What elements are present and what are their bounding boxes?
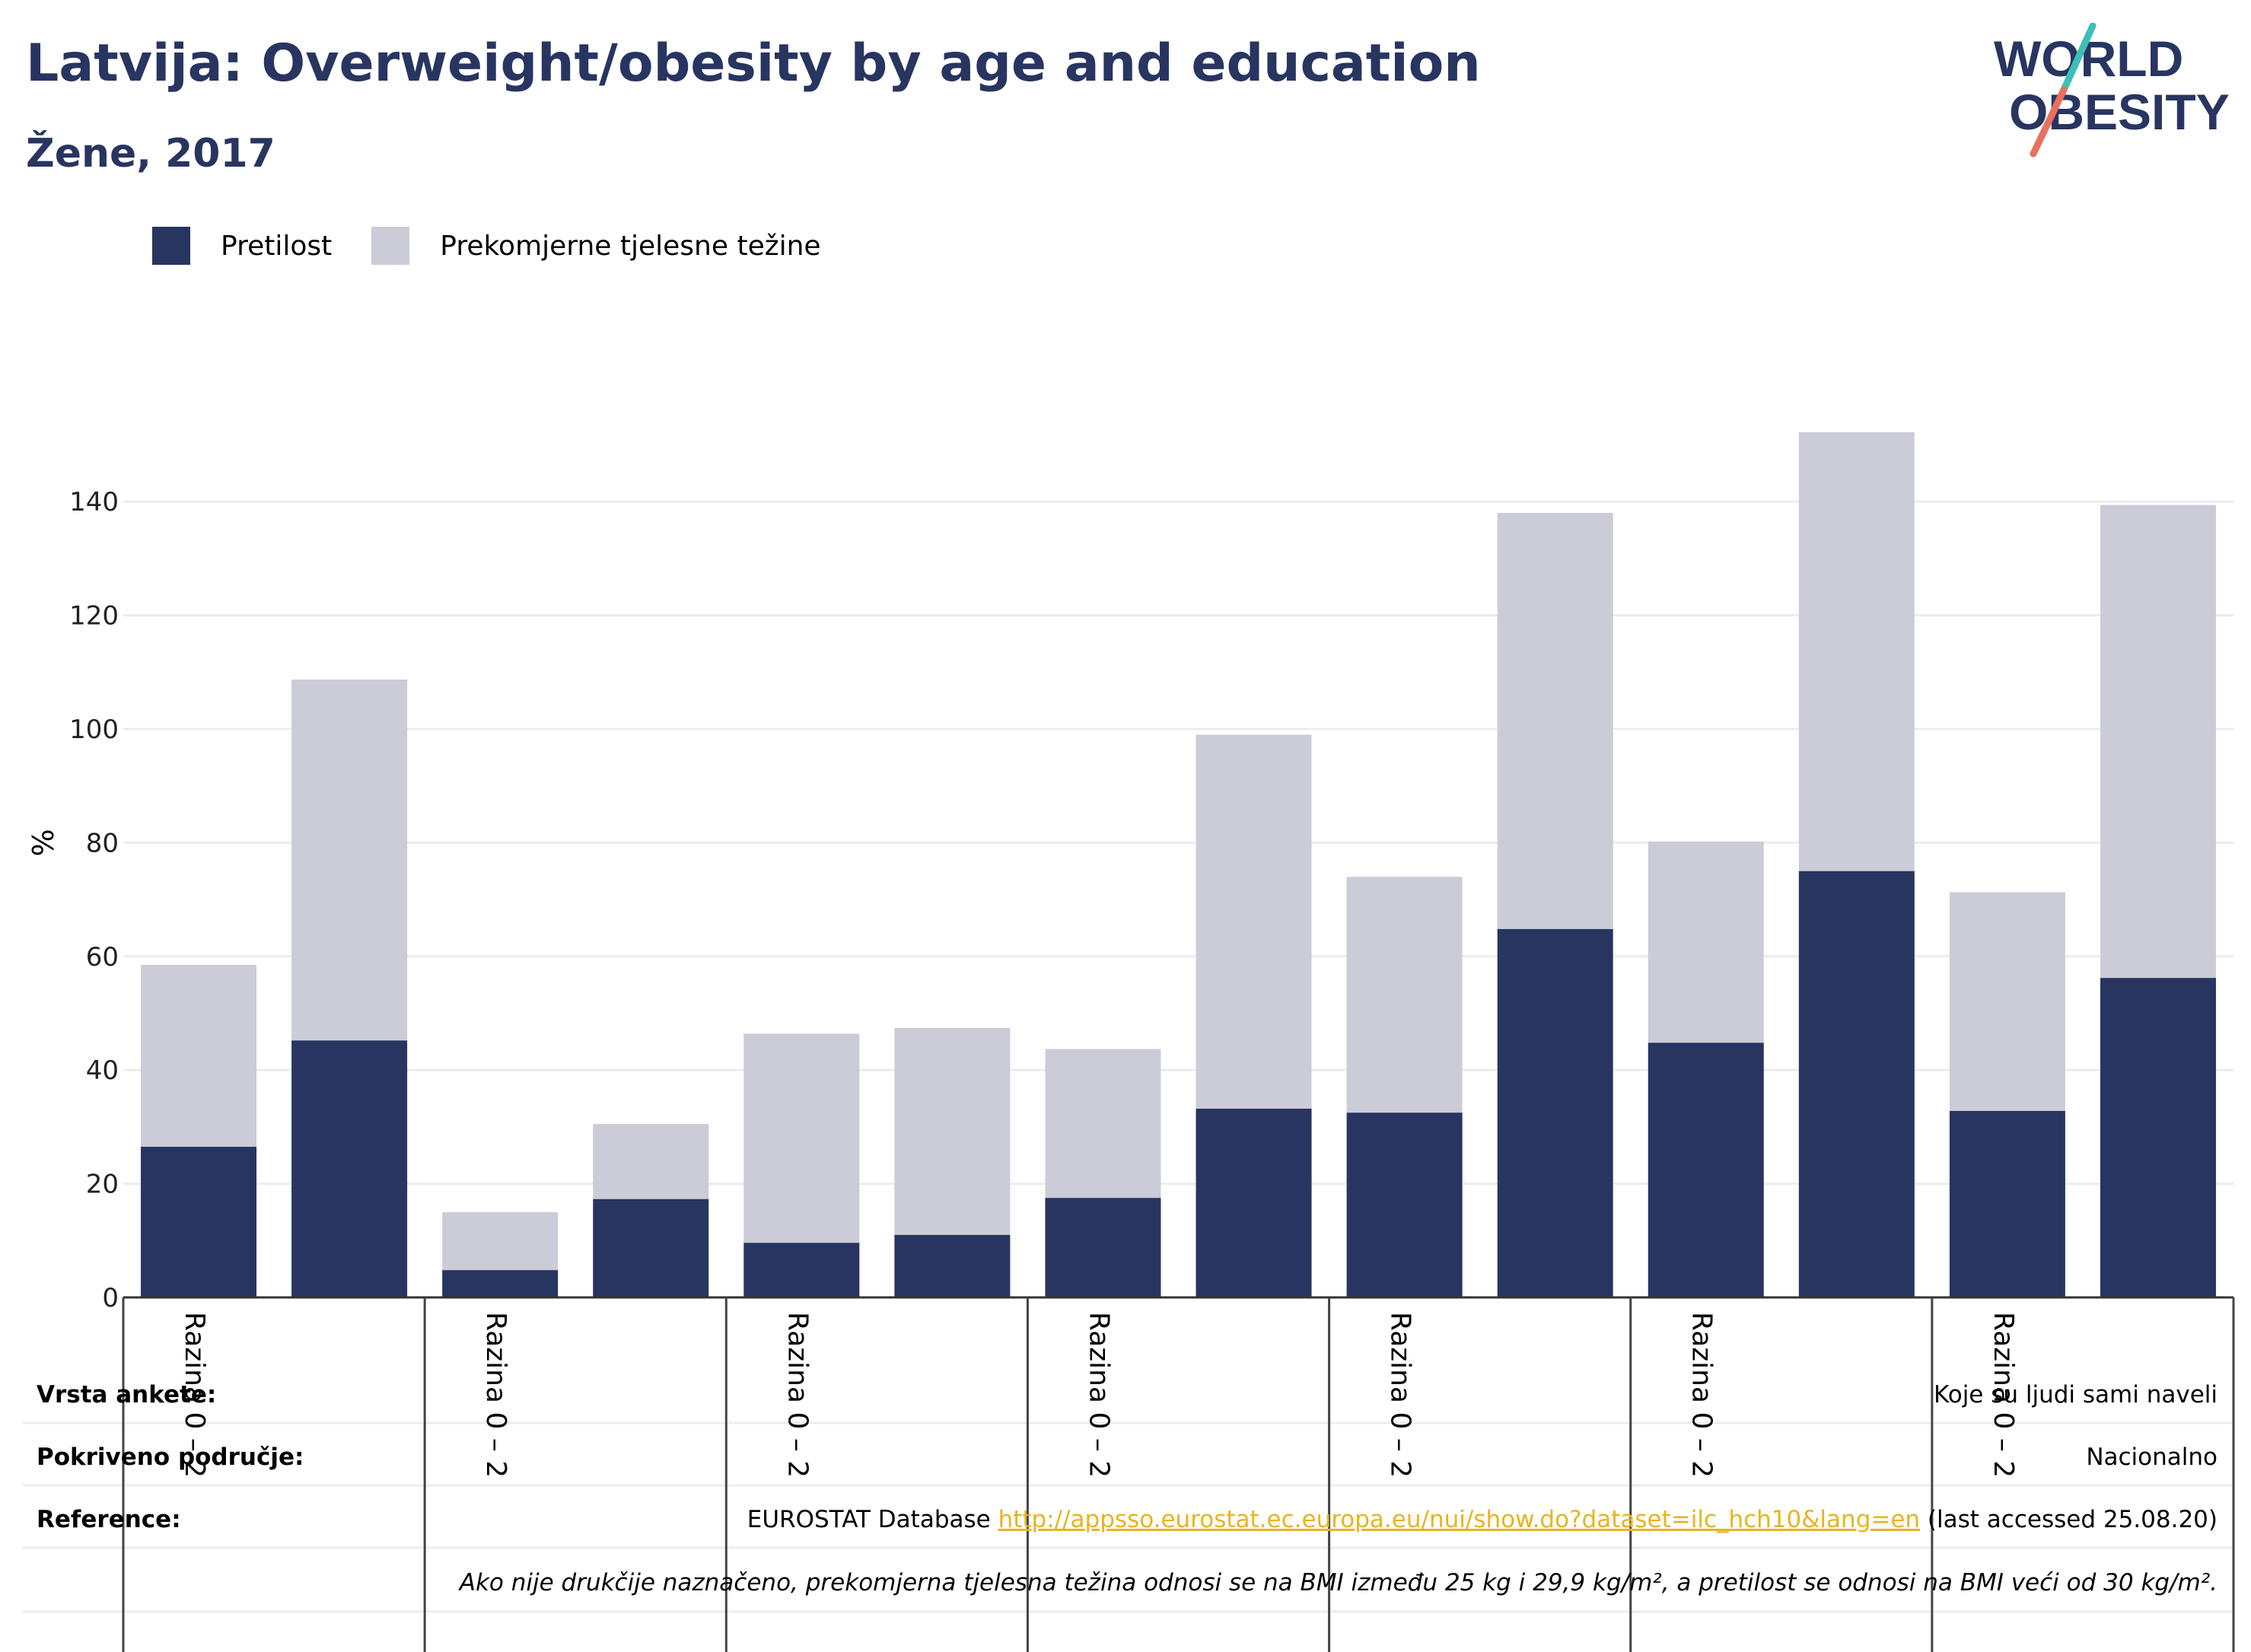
y-tick-label: 140 bbox=[69, 487, 119, 517]
world-obesity-logo: WORLD OBESITY bbox=[1994, 23, 2230, 158]
reference-suffix: (last accessed 25.08.20) bbox=[1927, 1506, 2218, 1533]
legend-item-overweight: Prekomjerne tjelesne težine bbox=[371, 227, 821, 265]
reference-value: EUROSTAT Database http://appsso.eurostat… bbox=[747, 1506, 2218, 1533]
group-label: Razina 0 – 2 bbox=[1686, 1312, 1718, 1478]
group-label: Razina 0 – 2 bbox=[179, 1312, 210, 1478]
group-label: Razina 0 – 2 bbox=[1385, 1312, 1416, 1478]
bar-overweight bbox=[1196, 734, 1312, 1109]
bar-overweight bbox=[2100, 505, 2216, 979]
bar-overweight bbox=[291, 680, 408, 1041]
chart-subtitle: Žene, 2017 bbox=[26, 131, 275, 177]
y-tick-label: 100 bbox=[69, 715, 119, 745]
coverage-label: Pokriveno područje: bbox=[37, 1444, 304, 1471]
bar-obesity bbox=[442, 1270, 559, 1297]
bar-overweight bbox=[141, 965, 257, 1147]
coverage-value: Nacionalno bbox=[2086, 1444, 2218, 1471]
legend-swatch-obesity bbox=[152, 227, 190, 265]
y-tick-label: 120 bbox=[69, 601, 119, 632]
legend-item-obesity: Pretilost bbox=[152, 227, 332, 265]
legend-label-overweight: Prekomjerne tjelesne težine bbox=[440, 230, 821, 262]
bar-overweight bbox=[442, 1211, 559, 1271]
legend-swatch-overweight bbox=[371, 227, 410, 265]
bar-obesity bbox=[1346, 1112, 1463, 1297]
bar-overweight bbox=[1497, 513, 1613, 929]
bar-overweight bbox=[593, 1124, 709, 1199]
y-tick-label: 80 bbox=[86, 828, 119, 858]
bar-obesity bbox=[593, 1198, 709, 1297]
bar-overweight bbox=[743, 1033, 860, 1243]
y-tick-label: 0 bbox=[102, 1283, 119, 1313]
y-tick-label: 60 bbox=[86, 942, 119, 972]
group-label: Razina 0 – 2 bbox=[1083, 1312, 1114, 1478]
group-label: Razina 0 – 2 bbox=[782, 1312, 813, 1478]
bar-overweight bbox=[1346, 877, 1463, 1113]
survey-type-label: Vrsta ankete: bbox=[37, 1381, 217, 1408]
bar-obesity bbox=[1497, 928, 1613, 1297]
bar-obesity bbox=[1798, 871, 1915, 1297]
logo-slash-coral bbox=[2030, 86, 2068, 158]
bar-obesity bbox=[141, 1147, 257, 1297]
y-tick-label: 20 bbox=[86, 1170, 119, 1200]
bar-overweight bbox=[894, 1027, 1011, 1235]
bar-overweight bbox=[1648, 841, 1764, 1043]
bar-obesity bbox=[743, 1243, 860, 1297]
legend-label-obesity: Pretilost bbox=[221, 230, 333, 262]
chart-title: Latvija: Overweight/obesity by age and e… bbox=[26, 33, 1481, 94]
bar-obesity bbox=[1045, 1198, 1161, 1297]
reference-link[interactable]: http://appsso.eurostat.ec.europa.eu/nui/… bbox=[998, 1506, 1921, 1533]
bar-obesity bbox=[291, 1040, 408, 1297]
bar-overweight bbox=[1798, 432, 1915, 871]
reference-label: Reference: bbox=[37, 1506, 181, 1533]
bar-obesity bbox=[894, 1234, 1011, 1297]
legend: Pretilost Prekomjerne tjelesne težine bbox=[152, 227, 861, 265]
bar-obesity bbox=[2100, 978, 2216, 1297]
bmi-note: Ako nije drukčije naznačeno, prekomjerna… bbox=[459, 1569, 2218, 1596]
group-label: Razina 0 – 2 bbox=[1988, 1312, 2019, 1478]
group-label: Razina 0 – 2 bbox=[480, 1312, 511, 1478]
bar-overweight bbox=[1045, 1049, 1161, 1198]
logo-slash-teal bbox=[2060, 23, 2097, 94]
survey-type-value: Koje su ljudi sami naveli bbox=[1933, 1381, 2218, 1408]
bar-obesity bbox=[1196, 1108, 1312, 1297]
y-tick-label: 40 bbox=[86, 1055, 119, 1086]
bar-overweight bbox=[1949, 892, 2065, 1111]
reference-prefix: EUROSTAT Database bbox=[747, 1506, 991, 1533]
bar-obesity bbox=[1949, 1110, 2065, 1297]
y-axis-label: % bbox=[27, 829, 60, 856]
bar-obesity bbox=[1648, 1042, 1764, 1297]
